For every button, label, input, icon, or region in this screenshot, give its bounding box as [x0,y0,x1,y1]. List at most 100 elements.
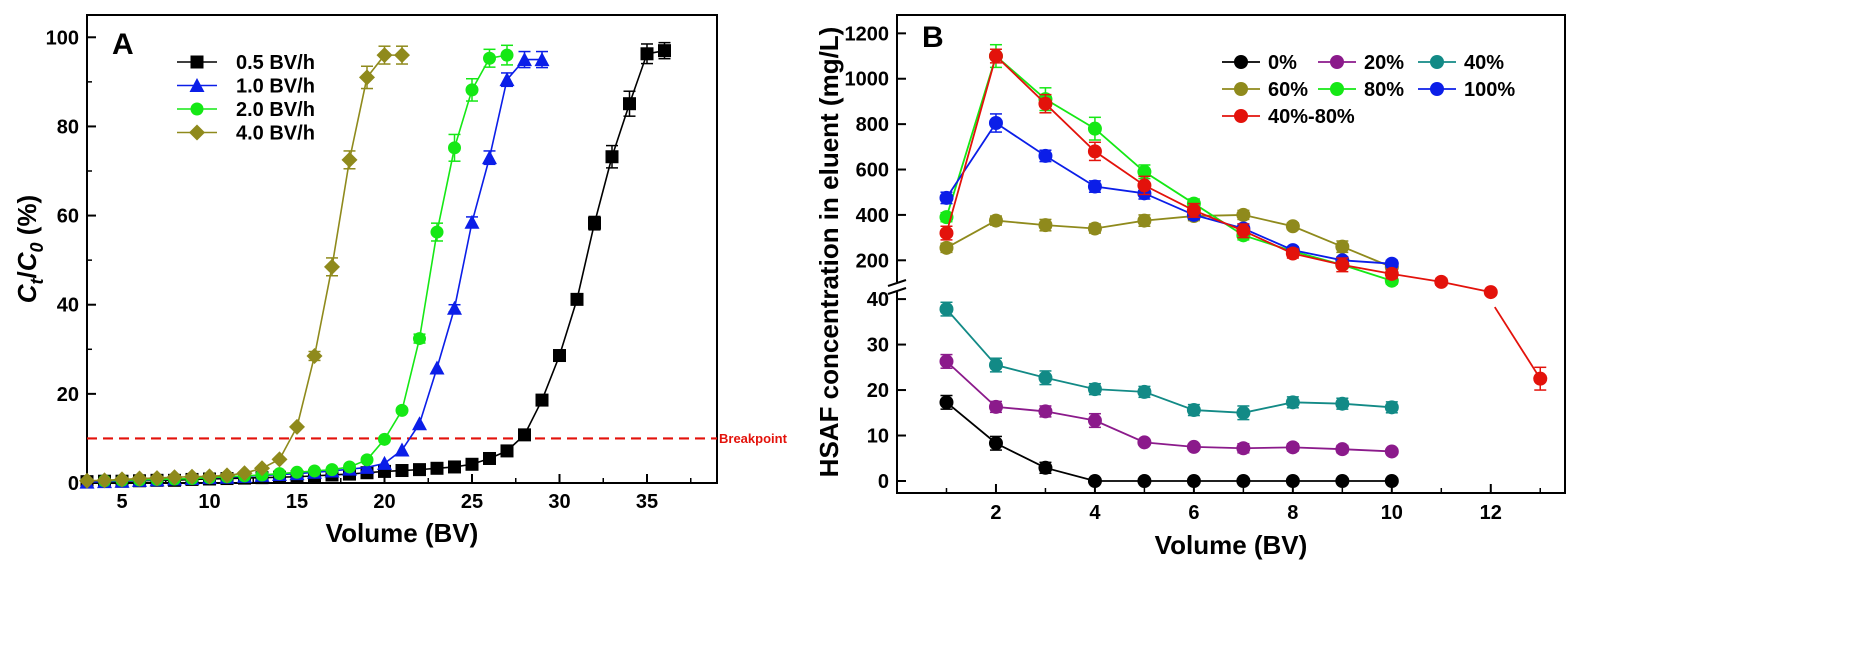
data-point [640,47,654,61]
data-point [1087,221,1102,236]
panel-a-x-tick-label: 35 [636,491,658,513]
data-point [1483,285,1498,300]
legend-entry-label: 4.0 BV/h [236,123,315,145]
data-point [988,49,1003,64]
data-point [939,395,954,410]
panel-b-label: B [922,21,944,54]
data-point [1137,164,1152,179]
legend-marker [190,102,204,116]
data-point [378,432,391,446]
data-point [1236,223,1251,238]
data-point [499,72,515,87]
data-point [166,469,183,486]
series-20- [939,353,1399,459]
panel-b-x-tick-label: 10 [1381,502,1403,524]
data-point [429,360,445,375]
panel-a-x-tick-label: 5 [116,491,127,513]
legend-marker [1430,55,1444,69]
axis-break-mark-bottom [887,287,907,295]
series-line [946,214,1393,268]
series-0- [939,394,1399,488]
data-point [500,444,514,458]
data-point [413,463,426,477]
data-point [219,467,235,484]
data-point [376,47,393,64]
data-point [413,332,426,346]
panel-b-series [939,43,1548,488]
data-point [1087,121,1102,136]
data-point [394,47,410,64]
series-80- [939,43,1399,288]
data-point [360,453,374,467]
data-point [1087,474,1102,488]
data-point [447,300,462,315]
data-point [448,141,461,155]
data-point [535,393,549,407]
data-point [988,115,1003,130]
panel-b-y-tick-label: 1200 [845,23,890,45]
data-point [939,226,954,241]
panel-a-y-axis-label: Ct/C0 (%) [12,195,47,303]
panel-b-plot-frame [896,14,1566,494]
panel-b-y-tick-label: 200 [856,250,889,272]
data-point [1335,396,1350,411]
data-point [1137,213,1152,228]
panel-a-y-tick-label: 40 [57,295,79,317]
panel-a-x-axis-label: Volume (BV) [326,518,479,548]
series-line-segment [1494,306,1542,380]
panel-b-x-tick-label: 12 [1480,502,1502,524]
data-point [1285,440,1300,455]
panel-b-y-tick-label: 20 [867,380,889,402]
data-point [1335,239,1350,254]
legend-marker [1234,109,1248,123]
data-point [306,347,323,364]
data-point [1038,218,1053,233]
data-point [289,418,305,435]
data-point [1087,413,1102,428]
legend-entry-label: 0% [1268,52,1297,74]
data-point [430,461,444,475]
series-line [945,360,1392,453]
series-line [945,401,1392,482]
panel-b: 2 4 6 8 10 12 200 400 600 800 1000 1200 0 10 20 30 40 0%… [814,14,1566,560]
data-point [325,463,339,477]
legend-entry-label: 40% [1464,52,1504,74]
panel-b-y-axis-label: HSAF concentration in eluent (mg/L) [814,27,844,478]
data-point [1285,219,1300,234]
data-point [658,44,671,58]
data-point [605,150,619,164]
panel-a-legend: 0.5 BV/h1.0 BV/h2.0 BV/h4.0 BV/h [177,52,315,145]
data-point [988,213,1003,228]
data-point [518,428,531,442]
panel-b-x-tick-label: 6 [1188,502,1199,524]
data-point [500,48,514,62]
data-point [1236,207,1251,222]
series-100- [939,113,1399,271]
panel-a-x-tick-label: 15 [286,491,308,513]
legend-entry-label: 60% [1268,79,1308,101]
data-point [464,214,480,229]
data-point [623,97,636,111]
data-point [149,470,165,487]
panel-b-legend: 0% 20% 40% 60% 80% 100% 40%-80% [1222,52,1515,128]
data-point [201,468,218,485]
data-point [1384,400,1399,415]
data-point [1087,382,1102,397]
data-point [394,442,410,457]
data-point [1434,274,1449,289]
legend-marker [1330,55,1344,69]
panel-b-y-tick-label: 800 [856,114,889,136]
data-point [290,465,304,479]
data-point [1038,148,1053,163]
panel-b-y-tick-label: 30 [867,335,889,357]
data-point [324,258,340,275]
data-point [395,464,409,478]
data-point [939,240,954,255]
data-point [1137,474,1152,488]
data-point [1137,384,1152,399]
series-line [945,54,1491,293]
series-line [945,308,1392,414]
data-point [359,459,375,474]
panel-a-x-tick-label: 25 [461,491,483,513]
data-point [96,472,113,489]
